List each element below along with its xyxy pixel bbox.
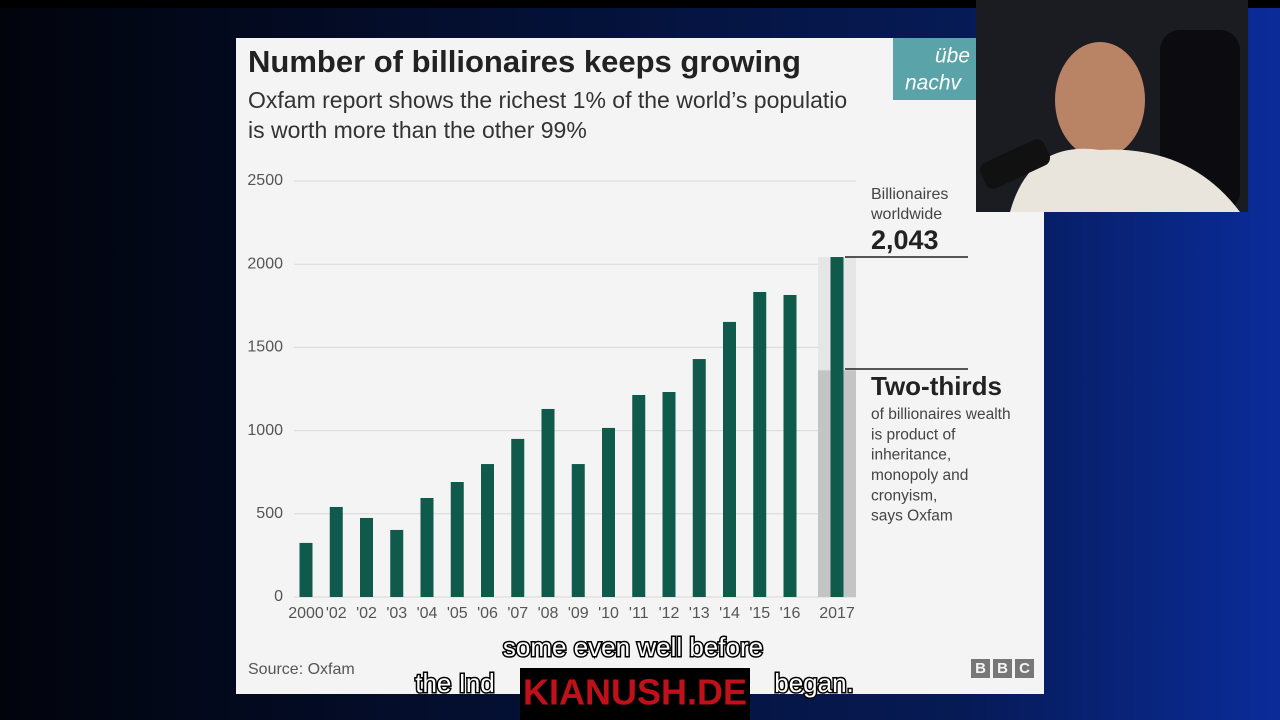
x-tick-label: '13 [689, 605, 710, 622]
x-tick-label: '02 [326, 605, 347, 622]
badge [893, 38, 976, 100]
x-tick-label: '10 [598, 605, 619, 622]
x-tick-label: '16 [780, 605, 801, 622]
logo-letter: B [975, 660, 986, 677]
x-tick-label: 2017 [819, 605, 855, 622]
chart-subtitle: Oxfam report shows the richest 1% of the… [248, 87, 847, 113]
annotation-line-text: is product of [871, 426, 956, 443]
badge-text: nachv [905, 72, 963, 95]
annotation-line-text: says Oxfam [871, 508, 953, 525]
x-tick-label: '05 [447, 605, 468, 622]
bar [511, 438, 525, 597]
x-tick-label: '08 [538, 605, 559, 622]
bar [329, 506, 343, 597]
bar [632, 394, 646, 597]
logo-box [993, 659, 1012, 678]
y-tick-label: 2500 [247, 172, 283, 189]
webcam-mic [979, 139, 1051, 189]
bar [692, 359, 706, 597]
bar [830, 257, 844, 597]
logo-letter: C [1019, 660, 1030, 677]
value-label: 2,043 [871, 225, 939, 255]
webcam-head [1055, 42, 1145, 158]
bar [662, 391, 676, 597]
watermark-box [520, 668, 750, 720]
y-tick-label: 2000 [247, 255, 283, 272]
logo-box [971, 659, 990, 678]
y-tick-label: 0 [274, 588, 283, 605]
x-tick-label: '07 [507, 605, 528, 622]
y-tick-label: 1500 [247, 339, 283, 356]
bar [299, 542, 313, 597]
x-tick-label: '02 [356, 605, 377, 622]
x-tick-label: '14 [719, 605, 740, 622]
watermark: KIANUSH.DE [523, 672, 747, 713]
bar [571, 464, 585, 597]
caption: the Ind [415, 668, 495, 698]
bar [753, 291, 767, 597]
chart-title: Number of billionaires keeps growing [248, 44, 801, 79]
x-tick-label: '09 [568, 605, 589, 622]
annotation-note: of billionaires wealth is product of inher… [871, 406, 1011, 525]
x-tick-label: '15 [749, 605, 770, 622]
x-tick-label: '11 [629, 605, 649, 622]
bar [390, 529, 404, 597]
caption: began. [774, 668, 854, 698]
annotation-line-text: cronyism, [871, 487, 937, 504]
bar [541, 408, 555, 597]
bar [602, 427, 615, 597]
x-tick-label: '12 [659, 605, 680, 622]
bar [450, 482, 464, 597]
caption: some even well before [503, 632, 763, 662]
badge-text: übe [935, 45, 970, 68]
x-tick-label: '03 [386, 605, 407, 622]
x-tick-label: 2000 [288, 605, 324, 622]
annotation-line-text: monopoly and [871, 467, 968, 484]
x-tick-label: '04 [417, 605, 438, 622]
bar [360, 517, 373, 597]
source: Source: Oxfam [248, 661, 355, 678]
annotation-line-text: of billionaires wealth [871, 406, 1011, 423]
annotation: Billionaires [871, 186, 948, 203]
top-bar [0, 0, 1280, 8]
annotation-heading: Two-thirds [871, 371, 1002, 401]
bar [723, 321, 736, 597]
x-tick-label: '06 [477, 605, 498, 622]
annotation: worldwide [870, 206, 942, 223]
annotation-line-text: inheritance, [871, 447, 951, 464]
y-tick-label: 500 [256, 505, 283, 522]
logo-box [1015, 659, 1034, 678]
y-tick-label: 1000 [247, 422, 283, 439]
bar [420, 497, 434, 597]
logo-letter: B [997, 660, 1008, 677]
chart-subtitle: is worth more than the other 99% [248, 117, 587, 143]
bar [783, 294, 797, 597]
webcam-body [1010, 148, 1240, 212]
bar [481, 464, 494, 597]
